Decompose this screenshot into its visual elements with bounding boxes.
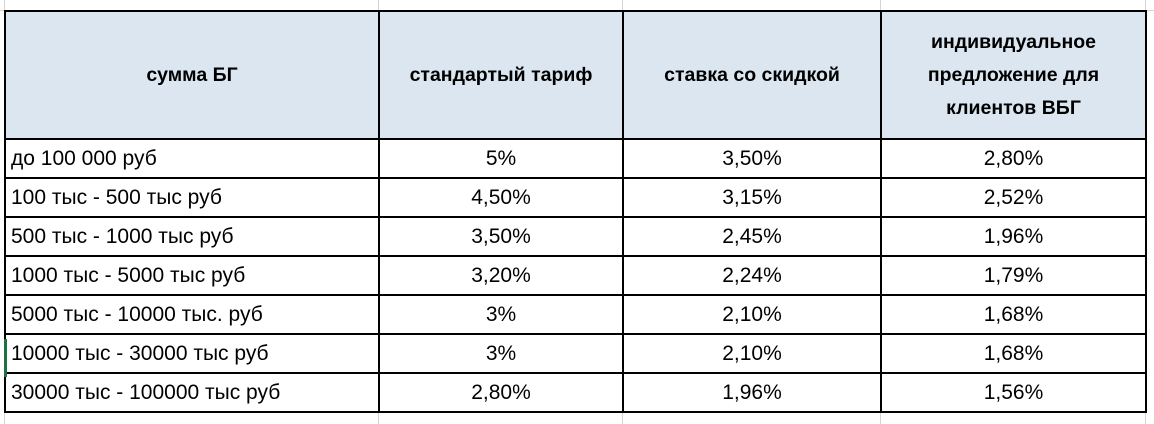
table-row: 30000 тыс - 100000 тыс руб 2,80% 1,96% 1,56…: [4, 372, 1147, 413]
cell: 2,80%: [378, 372, 624, 413]
cell: 1,68%: [880, 333, 1147, 374]
cell: 1,68%: [880, 294, 1147, 335]
table: сумма БГ стандартый тариф ставка со скидко…: [4, 10, 1147, 413]
row-label: 500 тыс - 1000 тыс руб: [4, 216, 380, 257]
cell: 2,52%: [880, 177, 1147, 218]
cell: 2,10%: [622, 294, 882, 335]
column-header: стандартый тариф: [378, 10, 624, 140]
cell: 5%: [378, 138, 624, 179]
cell: 3%: [378, 333, 624, 374]
row-label: 5000 тыс - 10000 тыс. руб: [4, 294, 380, 335]
cell: 2,10%: [622, 333, 882, 374]
table-row: 10000 тыс - 30000 тыс руб 3% 2,10% 1,68%: [4, 333, 1147, 374]
cell: 3,50%: [622, 138, 882, 179]
cell: 2,24%: [622, 255, 882, 296]
table-row: 500 тыс - 1000 тыс руб 3,50% 2,45% 1,96%: [4, 216, 1147, 257]
cell: 3,15%: [622, 177, 882, 218]
row-label: 10000 тыс - 30000 тыс руб: [4, 333, 380, 374]
cell: 2,45%: [622, 216, 882, 257]
cell: 1,79%: [880, 255, 1147, 296]
cell-cursor: [4, 339, 7, 377]
cell: 3%: [378, 294, 624, 335]
table-row: 5000 тыс - 10000 тыс. руб 3% 2,10% 1,68%: [4, 294, 1147, 335]
cell: 3,20%: [378, 255, 624, 296]
table-row: 100 тыс - 500 тыс руб 4,50% 3,15% 2,52%: [4, 177, 1147, 218]
cell: 1,96%: [880, 216, 1147, 257]
row-label: 30000 тыс - 100000 тыс руб: [4, 372, 380, 413]
cell: 1,56%: [880, 372, 1147, 413]
row-label: до 100 000 руб: [4, 138, 380, 179]
row-label: 1000 тыс - 5000 тыс руб: [4, 255, 380, 296]
column-header: сумма БГ: [4, 10, 380, 140]
cell: 3,50%: [378, 216, 624, 257]
cell: 2,80%: [880, 138, 1147, 179]
cell: 1,96%: [622, 372, 882, 413]
column-header: ставка со скидкой: [622, 10, 882, 140]
header-row: сумма БГ стандартый тариф ставка со скидко…: [4, 10, 1147, 140]
table-row: до 100 000 руб 5% 3,50% 2,80%: [4, 138, 1147, 179]
table-row: 1000 тыс - 5000 тыс руб 3,20% 2,24% 1,79%: [4, 255, 1147, 296]
column-header: индивидуальное предложение для клиентов …: [880, 10, 1147, 140]
cell: 4,50%: [378, 177, 624, 218]
row-label: 100 тыс - 500 тыс руб: [4, 177, 380, 218]
